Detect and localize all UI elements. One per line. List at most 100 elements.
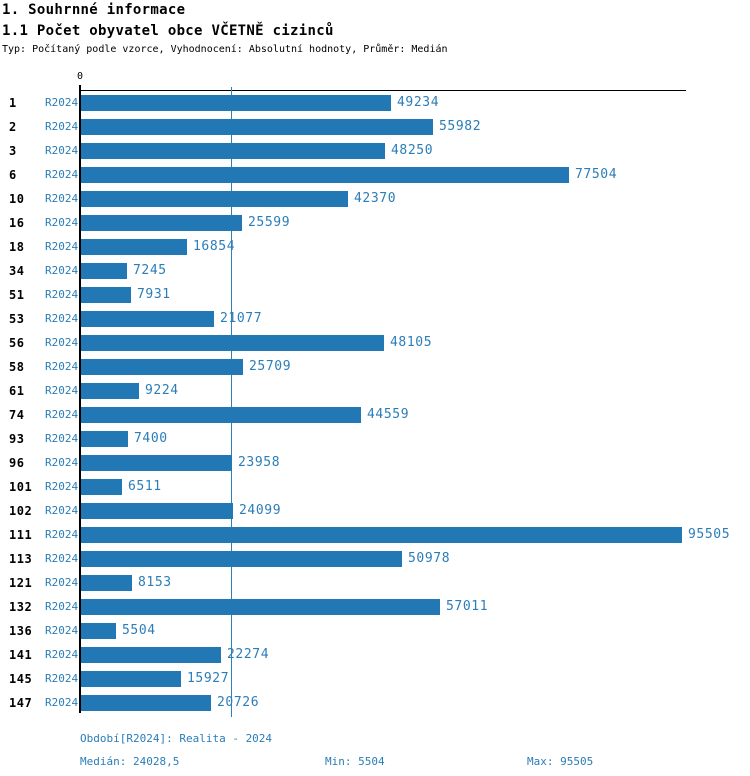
chart-row: 136 R2024 5504 [0,622,750,646]
row-series-label: R2024 [45,384,79,397]
footer-median-stat: Medián: 24028,5 [80,755,180,768]
row-category-label: 141 [9,648,33,662]
chart-row: 147 R2024 20726 [0,694,750,718]
row-series-label: R2024 [45,408,79,421]
row-series-label: R2024 [45,120,79,133]
bar-value-label: 24099 [239,503,282,518]
row-series-label: R2024 [45,216,79,229]
bar [81,671,181,687]
row-series-label: R2024 [45,696,79,709]
row-category-label: 136 [9,624,33,638]
row-series-label: R2024 [45,504,79,517]
bar-value-label: 49234 [397,95,440,110]
row-category-label: 2 [9,120,17,134]
bar-value-label: 15927 [187,671,230,686]
bar-value-label: 77504 [575,167,618,182]
x-axis-zero-tick-label: 0 [76,71,84,82]
row-series-label: R2024 [45,144,79,157]
bar-value-label: 8153 [138,575,172,590]
row-series-label: R2024 [45,480,79,493]
chart-row: 2 R2024 55982 [0,118,750,142]
row-series-label: R2024 [45,360,79,373]
bar-value-label: 48250 [391,143,434,158]
chart-row: 53 R2024 21077 [0,310,750,334]
bar [81,359,243,375]
row-series-label: R2024 [45,624,79,637]
row-category-label: 96 [9,456,25,470]
row-category-label: 6 [9,168,17,182]
bar [81,431,128,447]
bar-value-label: 55982 [439,119,482,134]
bar [81,191,348,207]
row-series-label: R2024 [45,240,79,253]
chart-row: 111 R2024 95505 [0,526,750,550]
page-title: 1. Souhrnné informace [2,2,186,18]
row-category-label: 56 [9,336,25,350]
footer-max-stat: Max: 95505 [527,755,594,768]
footer-period-label: Období[R2024]: Realita - 2024 [80,732,273,745]
bar [81,575,132,591]
bar [81,383,139,399]
bar-value-label: 44559 [367,407,410,422]
bar-value-label: 42370 [354,191,397,206]
chart-row: 113 R2024 50978 [0,550,750,574]
bar-value-label: 7400 [134,431,168,446]
bar-value-label: 25709 [249,359,292,374]
chart-row: 51 R2024 7931 [0,286,750,310]
chart-row: 93 R2024 7400 [0,430,750,454]
bar-value-label: 23958 [238,455,281,470]
bar-value-label: 7245 [133,263,167,278]
bar [81,503,233,519]
bar-value-label: 6511 [128,479,162,494]
bar [81,599,440,615]
bar [81,287,131,303]
row-category-label: 121 [9,576,33,590]
row-category-label: 111 [9,528,33,542]
row-series-label: R2024 [45,600,79,613]
chart-row: 101 R2024 6511 [0,478,750,502]
bar-value-label: 48105 [390,335,433,350]
bar-value-label: 95505 [688,527,731,542]
row-category-label: 93 [9,432,25,446]
bar [81,623,116,639]
bar [81,407,361,423]
chart-row: 132 R2024 57011 [0,598,750,622]
row-category-label: 1 [9,96,17,110]
row-series-label: R2024 [45,456,79,469]
bar [81,695,211,711]
bar-value-label: 21077 [220,311,263,326]
row-series-label: R2024 [45,192,79,205]
chart-row: 145 R2024 15927 [0,670,750,694]
chart-row: 61 R2024 9224 [0,382,750,406]
chart-row: 96 R2024 23958 [0,454,750,478]
bar-value-label: 5504 [122,623,156,638]
row-category-label: 3 [9,144,17,158]
row-series-label: R2024 [45,288,79,301]
chart-row: 121 R2024 8153 [0,574,750,598]
bar [81,455,232,471]
median-gridline [231,87,232,717]
bar [81,551,402,567]
row-category-label: 132 [9,600,33,614]
bar-value-label: 50978 [408,551,451,566]
bar-value-label: 25599 [248,215,291,230]
chart-row: 6 R2024 77504 [0,166,750,190]
bar-value-label: 20726 [217,695,260,710]
bar-value-label: 22274 [227,647,270,662]
footer-min-stat: Min: 5504 [325,755,385,768]
chart-row: 141 R2024 22274 [0,646,750,670]
row-category-label: 10 [9,192,25,206]
chart-subtitle: Typ: Počítaný podle vzorce, Vyhodnocení:… [2,44,448,55]
row-category-label: 18 [9,240,25,254]
bar [81,239,187,255]
row-category-label: 34 [9,264,25,278]
bar [81,215,242,231]
row-category-label: 16 [9,216,25,230]
row-category-label: 113 [9,552,33,566]
x-axis-line [79,90,686,91]
chart-row: 58 R2024 25709 [0,358,750,382]
row-series-label: R2024 [45,312,79,325]
row-category-label: 145 [9,672,33,686]
chart-row: 3 R2024 48250 [0,142,750,166]
row-category-label: 58 [9,360,25,374]
